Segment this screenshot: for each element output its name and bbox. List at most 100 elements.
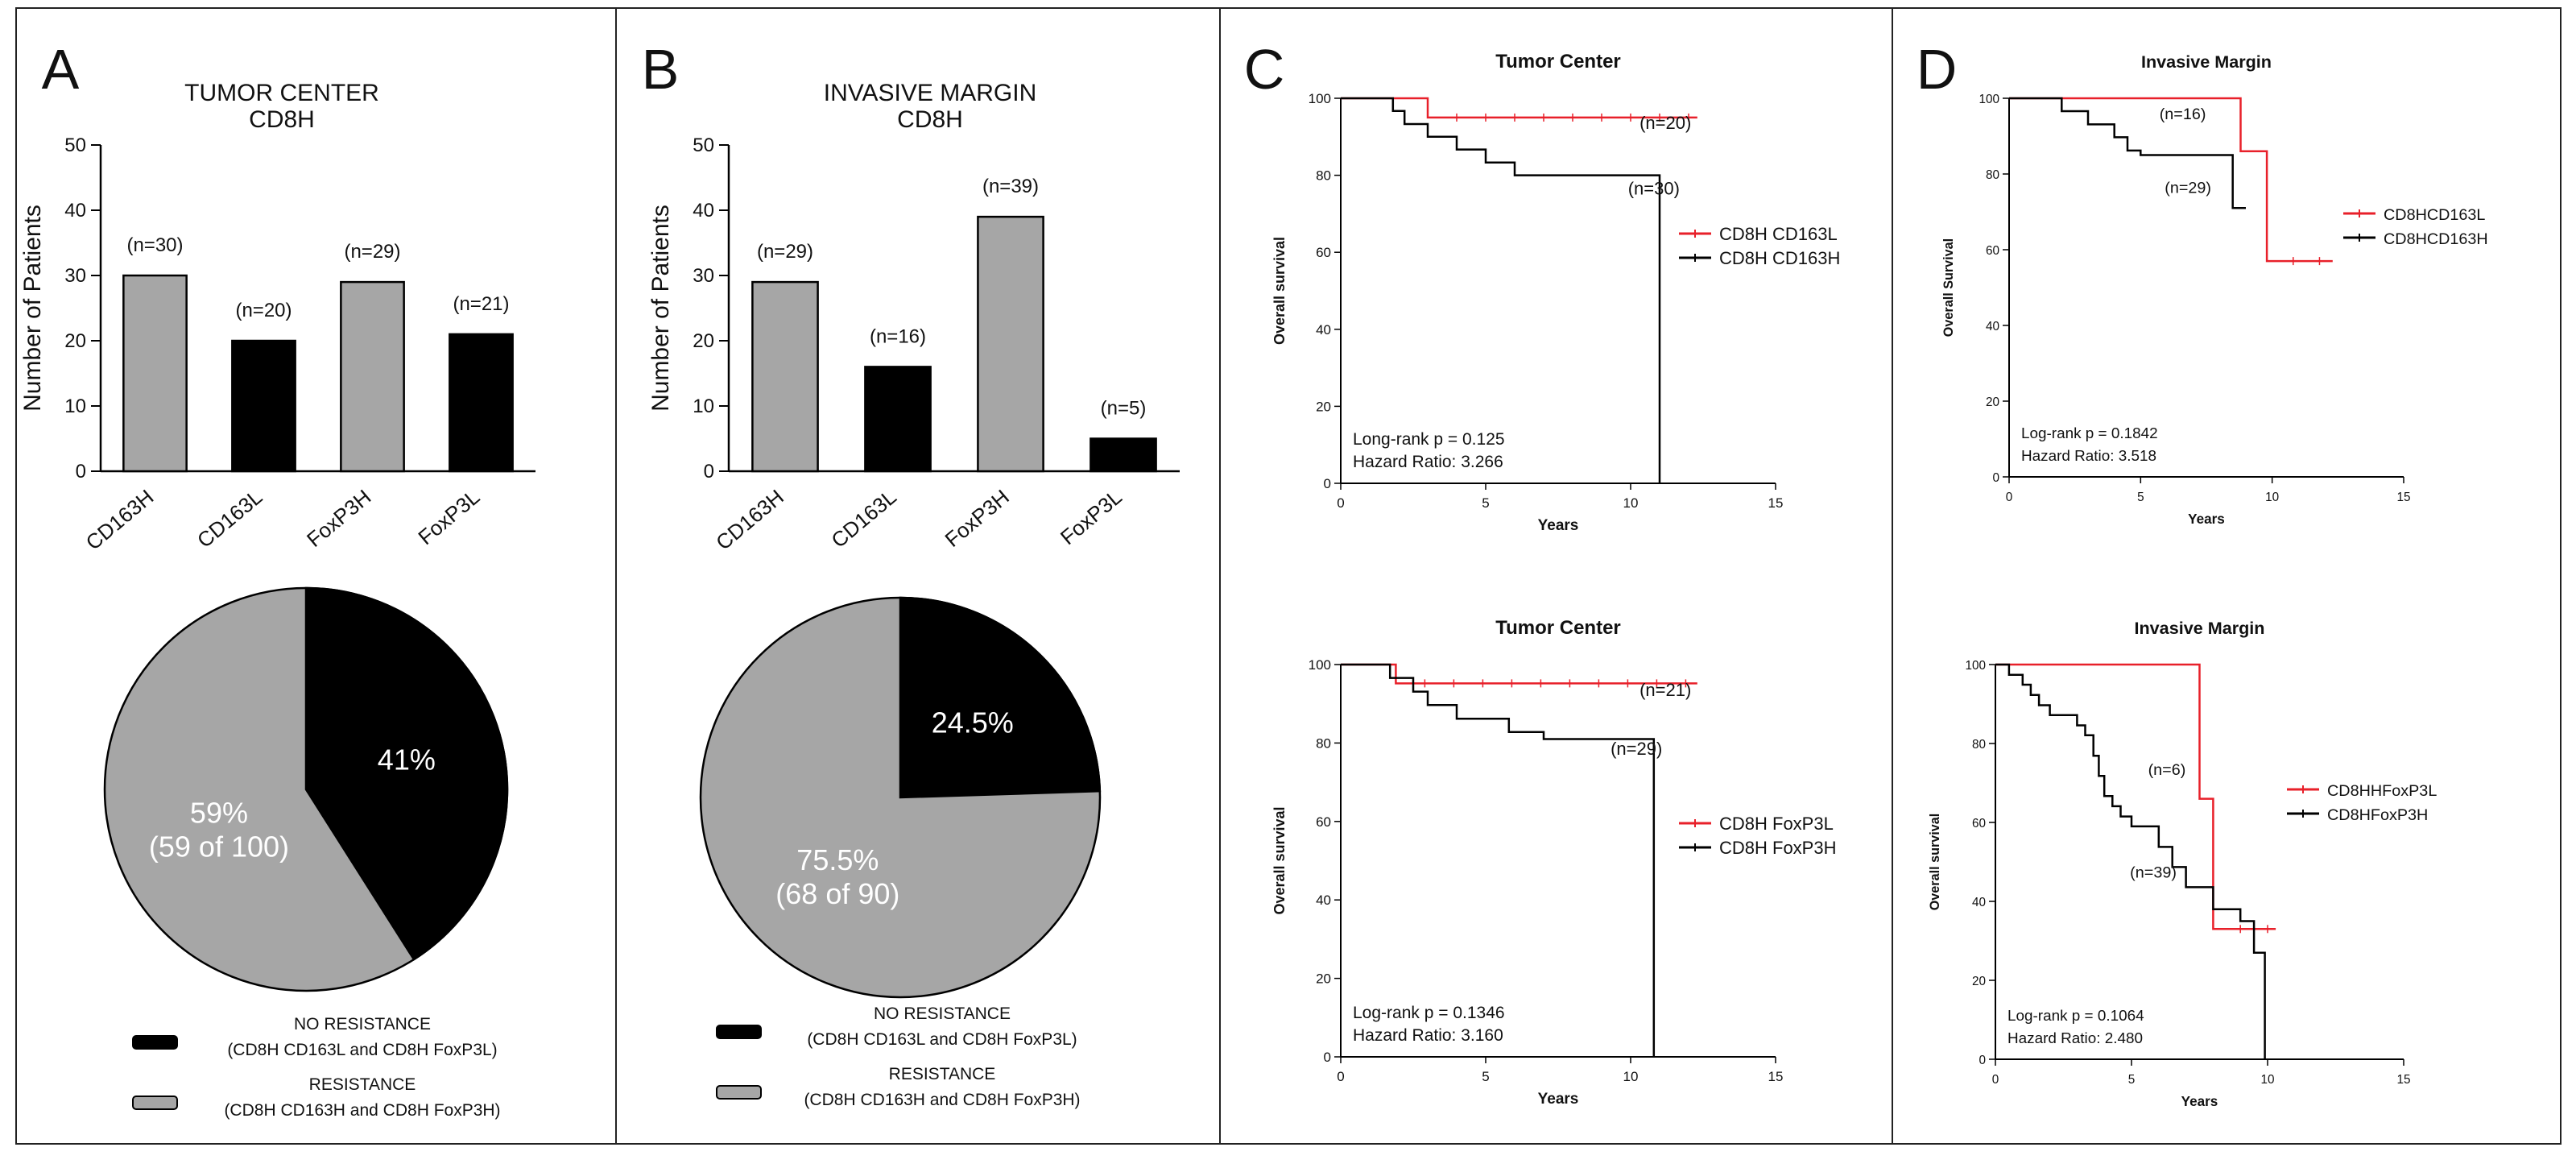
x-tick-label: FoxP3L: [1056, 485, 1127, 550]
km-legend-label: CD8H CD163H: [1719, 248, 1840, 268]
y-tick-label: 20: [1972, 975, 1986, 988]
y-axis-label: Number of Patients: [647, 205, 674, 412]
y-tick-label: 0: [1992, 471, 1999, 485]
x-tick-label: 5: [2137, 491, 2144, 504]
pie-label-resistance-count: (68 of 90): [775, 877, 899, 910]
y-tick-label: 100: [1965, 659, 1986, 673]
y-tick-label: 60: [1986, 244, 1999, 258]
km-stat: Hazard Ratio: 3.518: [2021, 448, 2156, 465]
panel-letter: C: [1244, 38, 1285, 101]
x-tick-label: 10: [1623, 495, 1639, 511]
bar: [977, 215, 1044, 473]
bar-data-label: (n=5): [1101, 398, 1147, 420]
legend-heading: RESISTANCE: [889, 1065, 996, 1083]
x-tick-label: 5: [2128, 1073, 2136, 1087]
km-legend-label: CD8HHFoxP3L: [2327, 782, 2437, 800]
y-tick-label: 30: [693, 265, 714, 287]
x-axis-label: Years: [1538, 517, 1579, 534]
x-tick-label: 15: [1768, 495, 1784, 511]
y-axis-label: Overall survival: [1928, 814, 1942, 911]
bar: [449, 333, 514, 473]
bar-data-label: (n=39): [982, 176, 1039, 197]
km-stat: Log-rank p = 0.1346: [1353, 1004, 1505, 1022]
km-curve-0: [2009, 97, 2333, 263]
legend-heading: RESISTANCE: [309, 1075, 416, 1094]
km-stat: Hazard Ratio: 3.160: [1353, 1026, 1503, 1045]
y-tick-label: 40: [1972, 896, 1986, 909]
y-tick-label: 10: [693, 396, 714, 417]
legend-detail: (CD8H CD163L and CD8H FoxP3L): [227, 1041, 497, 1059]
km-n-label: (n=30): [1628, 179, 1680, 199]
x-tick-label: 5: [1482, 495, 1489, 511]
km-n-label: (n=6): [2148, 761, 2186, 779]
km-title: Tumor Center: [1495, 617, 1621, 639]
y-tick-label: 100: [1309, 657, 1331, 673]
panel-letter: B: [642, 38, 680, 101]
x-tick-label: 0: [1992, 1073, 1999, 1087]
km-legend-label: CD8HCD163H: [2384, 230, 2488, 248]
y-axis-label: Number of Patients: [19, 205, 46, 412]
km-legend-label: CD8HCD163L: [2384, 206, 2485, 224]
km-legend-label: CD8HFoxP3H: [2327, 806, 2428, 824]
bar-subtitle: CD8H: [249, 106, 315, 133]
x-tick-label: CD163H: [81, 485, 159, 555]
bar-data-label: (n=20): [235, 300, 292, 321]
y-tick-label: 50: [693, 135, 714, 156]
y-tick-label: 100: [1309, 91, 1331, 106]
km-stat: Hazard Ratio: 2.480: [2007, 1030, 2143, 1047]
km-legend-label: CD8H FoxP3H: [1719, 838, 1836, 858]
bar-data-label: (n=21): [453, 293, 509, 315]
km-curve-0: [1995, 663, 2276, 930]
km-title: Invasive Margin: [2141, 52, 2272, 72]
pie-label-no-resistance: 41%: [378, 743, 436, 777]
km-stat: Long-rank p = 0.125: [1353, 430, 1505, 449]
km-title: Tumor Center: [1495, 51, 1621, 72]
x-tick-label: CD163H: [711, 485, 788, 555]
km-stat: Hazard Ratio: 3.266: [1353, 453, 1503, 471]
pie-label-resistance: 59%: [190, 796, 248, 829]
km-title: Invasive Margin: [2134, 618, 2264, 638]
km-curve-1: [1341, 663, 1656, 1057]
km-curve-1: [1995, 663, 2266, 1059]
bar: [1090, 437, 1157, 473]
bar-data-label: (n=29): [757, 241, 813, 263]
km-legend-label: CD8H CD163L: [1719, 224, 1838, 244]
y-tick-label: 100: [1979, 93, 1999, 106]
y-tick-label: 80: [1972, 738, 1986, 752]
y-tick-label: 80: [1316, 168, 1331, 184]
x-tick-label: 15: [2396, 491, 2410, 504]
y-tick-label: 20: [1316, 971, 1331, 987]
y-tick-label: 60: [1316, 814, 1331, 830]
km-n-label: (n=39): [2130, 864, 2177, 882]
bar: [231, 339, 296, 473]
x-tick-label: 0: [1337, 495, 1344, 511]
legend-detail: (CD8H CD163H and CD8H FoxP3H): [804, 1091, 1080, 1109]
x-tick-label: 10: [2265, 491, 2279, 504]
y-tick-label: 10: [64, 396, 86, 417]
pie-slice-no-resistance: [899, 596, 1102, 799]
km-stat: Log-rank p = 0.1842: [2021, 425, 2158, 442]
x-tick-label: 5: [1482, 1069, 1489, 1084]
legend-swatch: [132, 1035, 178, 1050]
y-tick-label: 0: [1979, 1054, 1986, 1067]
km-n-label: (n=20): [1639, 113, 1691, 133]
bar-subtitle: CD8H: [897, 106, 963, 133]
x-tick-label: 15: [1768, 1069, 1784, 1084]
x-axis-label: Years: [2181, 1094, 2218, 1109]
legend-swatch: [716, 1085, 762, 1100]
y-tick-label: 0: [1324, 1050, 1331, 1065]
y-tick-label: 30: [64, 265, 86, 287]
km-stat: Log-rank p = 0.1064: [2007, 1008, 2144, 1025]
legend-detail: (CD8H CD163L and CD8H FoxP3L): [807, 1030, 1077, 1049]
y-tick-label: 40: [1316, 322, 1331, 338]
panel-letter: D: [1916, 38, 1958, 101]
panel-letter: A: [42, 38, 80, 101]
bar: [340, 280, 405, 473]
y-tick-label: 40: [1316, 893, 1331, 908]
x-axis-label: Years: [2188, 512, 2225, 527]
bar-title: TUMOR CENTER: [184, 80, 379, 106]
bar-data-label: (n=16): [870, 325, 926, 347]
panel-D-frame: [1892, 7, 2562, 1145]
y-tick-label: 40: [693, 200, 714, 222]
